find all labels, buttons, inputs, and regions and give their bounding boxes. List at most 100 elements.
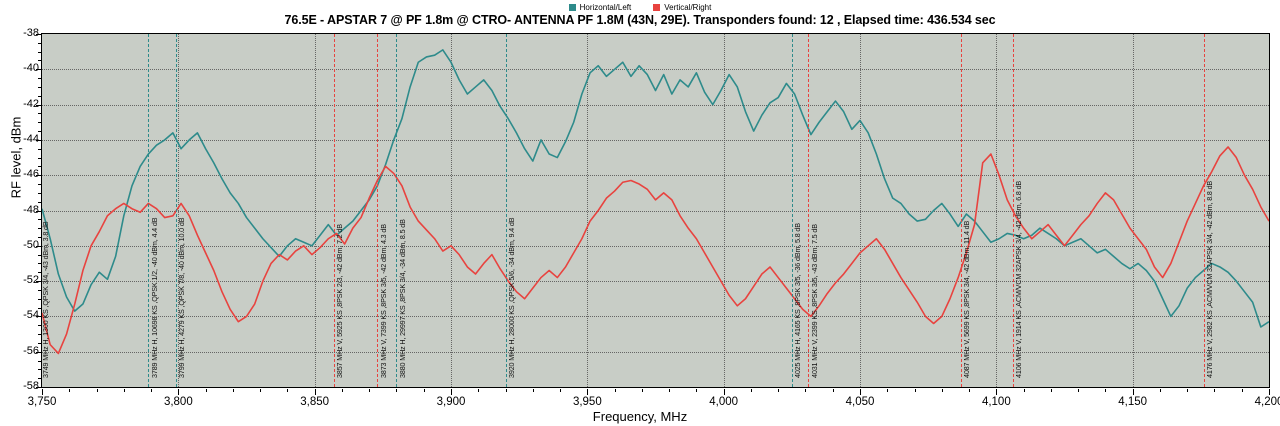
- x-tick-label: 3,900: [436, 396, 466, 408]
- x-tick-mark: [451, 389, 452, 395]
- gridline-horizontal: [42, 139, 1269, 141]
- x-tick-mark: [178, 389, 180, 395]
- x-tick-mark: [723, 389, 725, 395]
- x-minor-tick: [832, 389, 834, 392]
- transponder-marker[interactable]: [791, 34, 793, 387]
- x-minor-tick: [750, 389, 752, 392]
- gridline-vertical: [178, 34, 180, 387]
- transponder-label: 4106 MHz V, 1914 KS ,ACM/VCM 32APSK 3/4,…: [1014, 180, 1024, 378]
- x-minor-tick: [341, 389, 343, 392]
- x-tick-label: 4,050: [845, 396, 875, 408]
- x-minor-tick: [532, 389, 534, 392]
- y-minor-tick: [38, 184, 41, 186]
- gridline-horizontal: [42, 281, 1269, 283]
- transponder-marker[interactable]: [148, 34, 150, 387]
- y-tick-mark: [36, 175, 41, 177]
- x-tick-label: 4,200: [1254, 396, 1280, 408]
- x-minor-tick: [914, 389, 916, 392]
- y-minor-tick: [38, 254, 41, 256]
- transponder-marker[interactable]: [175, 34, 177, 387]
- x-minor-tick: [260, 389, 262, 392]
- transponder-marker[interactable]: [960, 34, 962, 387]
- plot-area: 3749 MHz H, 1300 KS ,QPSK 3/4, -43 dBm, …: [41, 33, 1270, 388]
- legend-item-vertical: Vertical/Right: [653, 3, 711, 12]
- x-minor-tick: [1214, 389, 1216, 392]
- transponder-label: 4087 MHz V, 5699 KS ,8PSK 3/4, -42 dBm, …: [962, 220, 972, 378]
- transponder-label: 3799 MHz H, 4279 KS ,QPSK 7/8, -40 dBm, …: [177, 217, 187, 378]
- y-tick-mark: [36, 245, 41, 247]
- gridline-vertical: [451, 34, 452, 387]
- gridline-vertical: [314, 34, 316, 387]
- x-tick-label: 3,800: [163, 396, 193, 408]
- legend-item-horizontal: Horizontal/Left: [568, 2, 632, 12]
- y-minor-tick: [38, 219, 41, 221]
- x-minor-tick: [96, 389, 98, 392]
- trace-layer: [42, 34, 1269, 387]
- transponder-marker[interactable]: [1012, 34, 1014, 387]
- gridline-horizontal: [42, 245, 1269, 247]
- transponder-marker[interactable]: [333, 34, 335, 387]
- x-tick-label: 4,000: [709, 396, 739, 408]
- y-tick-label: -44: [23, 132, 39, 145]
- transponder-label: 4031 MHz V, 2399 KS ,8PSK 3/5, -43 dBm, …: [809, 224, 819, 378]
- gridline-horizontal: [42, 316, 1269, 318]
- x-minor-tick: [1241, 389, 1243, 392]
- y-tick-mark: [36, 316, 41, 318]
- y-minor-tick: [38, 78, 41, 80]
- x-minor-tick: [478, 389, 480, 392]
- transponder-label: 3920 MHz H, 28000 KS ,QPSK 5/6, -34 dBm,…: [507, 217, 517, 378]
- transponder-marker[interactable]: [808, 34, 810, 387]
- gridline-horizontal: [42, 69, 1269, 71]
- x-minor-tick: [205, 389, 207, 392]
- transponder-label: 4176 MHz V, 2982 KS ,ACM/VCM 32APSK 3/4,…: [1205, 180, 1215, 378]
- y-tick-label: -58: [23, 380, 39, 392]
- y-minor-tick: [38, 272, 41, 274]
- x-minor-tick: [805, 389, 807, 392]
- x-minor-tick: [232, 389, 234, 392]
- transponder-label: 3873 MHz V, 7399 KS ,8PSK 3/5, -42 dBm, …: [378, 224, 388, 378]
- plot-clip: 3749 MHz H, 1300 KS ,QPSK 3/4, -43 dBm, …: [42, 34, 1269, 387]
- y-minor-tick: [38, 51, 41, 53]
- gridline-horizontal: [42, 175, 1269, 177]
- chart-title: 76.5E - APSTAR 7 @ PF 1.8m @ CTRO- ANTEN…: [284, 13, 996, 27]
- legend-swatch-icon: [653, 3, 661, 11]
- x-minor-tick: [1050, 389, 1052, 392]
- transponder-label: 3789 MHz H, 10698 KS ,QPSK 1/2, -40 dBm,…: [149, 217, 159, 378]
- x-tick-mark: [42, 389, 43, 395]
- gridline-vertical: [1132, 34, 1134, 387]
- transponder-marker[interactable]: [377, 34, 379, 387]
- gridline-vertical: [996, 34, 998, 387]
- y-tick-mark: [36, 139, 41, 141]
- y-axis-label: RF level, dBm: [8, 116, 24, 199]
- x-minor-tick: [696, 389, 698, 392]
- x-minor-tick: [1187, 389, 1189, 392]
- chart-legend: Horizontal/Left Vertical/Right: [0, 1, 1280, 13]
- transponder-marker[interactable]: [396, 34, 398, 387]
- x-minor-tick: [369, 389, 371, 392]
- y-minor-tick: [38, 298, 41, 300]
- y-minor-tick: [38, 263, 41, 265]
- legend-label: Horizontal/Left: [579, 2, 632, 12]
- x-axis-label: Frequency, MHz: [592, 409, 688, 424]
- x-minor-tick: [641, 389, 643, 392]
- transponder-marker[interactable]: [505, 34, 507, 387]
- x-tick-label: 3,850: [300, 396, 330, 408]
- y-minor-tick: [38, 60, 41, 62]
- y-minor-tick: [38, 42, 41, 44]
- transponder-label: 4025 MHz H, 4165 KS ,8PSK 3/5, -36 dBm, …: [793, 223, 803, 378]
- y-tick-label: -40: [23, 62, 39, 75]
- transponder-marker[interactable]: [1203, 34, 1205, 387]
- y-minor-tick: [38, 342, 41, 344]
- x-minor-tick: [887, 389, 889, 392]
- y-tick-label: -56: [23, 344, 39, 357]
- legend-label: Vertical/Right: [664, 2, 712, 12]
- y-minor-tick: [38, 334, 41, 336]
- y-minor-tick: [38, 148, 41, 150]
- x-minor-tick: [1105, 389, 1107, 392]
- gridline-horizontal: [42, 351, 1269, 353]
- gridline-vertical: [723, 34, 725, 387]
- y-minor-tick: [38, 228, 41, 230]
- y-tick-label: -46: [23, 168, 39, 181]
- y-minor-tick: [38, 113, 41, 115]
- transponder-label: 3749 MHz H, 1300 KS ,QPSK 3/4, -43 dBm, …: [42, 221, 50, 378]
